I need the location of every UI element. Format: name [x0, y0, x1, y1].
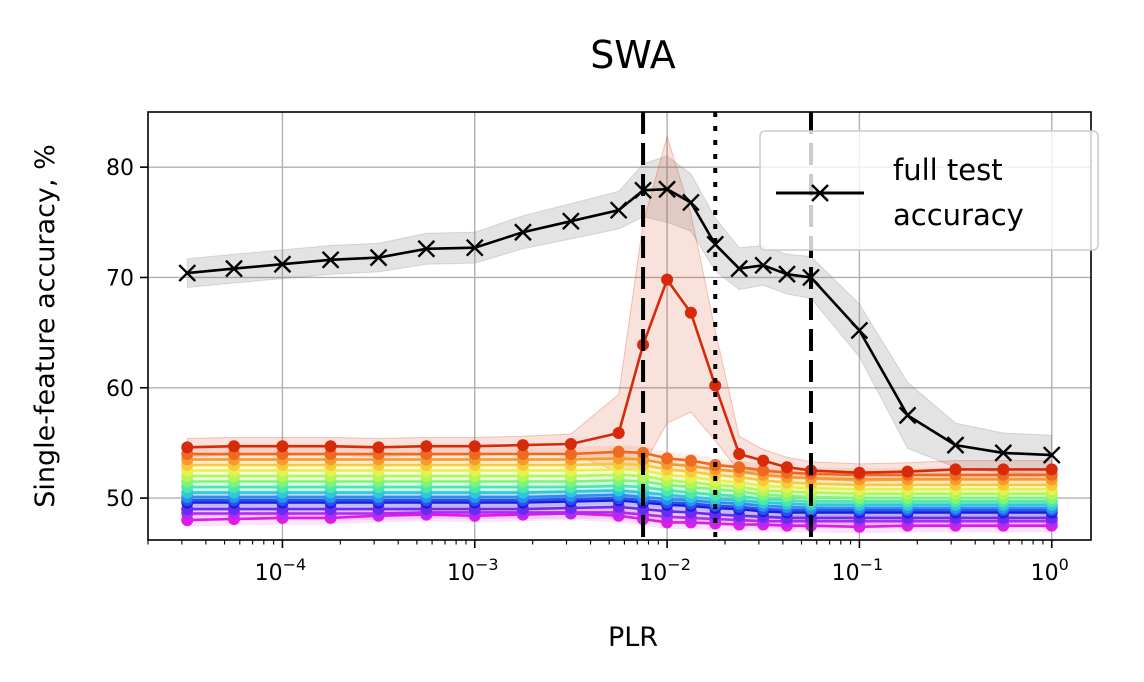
- point-1-20: [949, 463, 962, 476]
- point-x-0-7: [514, 223, 532, 242]
- x-tick-label-base-2: 10: [639, 561, 667, 586]
- point-2-15: [757, 464, 770, 477]
- point-1-7: [516, 439, 529, 452]
- x-axis-label: PLR: [608, 622, 658, 653]
- point-2-7: [516, 447, 529, 460]
- point-x-0-3: [321, 250, 340, 269]
- x-tick-label-base-1: 10: [447, 561, 475, 586]
- legend-label-line1: full test: [893, 153, 1003, 187]
- point-1-4: [372, 441, 385, 454]
- point-1-18: [853, 466, 866, 479]
- point-x-0-1: [225, 259, 243, 278]
- point-x-0-19: [898, 406, 917, 425]
- point-x-0-6: [465, 238, 484, 257]
- series-1: [181, 273, 1058, 479]
- point-x-0-11: [658, 180, 676, 199]
- point-1-12: [684, 306, 697, 319]
- point-x-0-12: [682, 193, 700, 212]
- point-1-11: [661, 273, 674, 286]
- x-tick-label-exp-2: −2: [667, 555, 691, 574]
- point-x-0-9: [609, 201, 628, 220]
- series-0: [178, 180, 1061, 464]
- x-tick-label-1: 10−3: [447, 555, 499, 586]
- series-2: [181, 445, 1058, 481]
- legend-marker-x: [811, 184, 829, 202]
- point-1-14: [733, 447, 746, 460]
- point-1-5: [420, 440, 433, 453]
- point-x-0-16: [778, 265, 796, 284]
- x-tick-label-2: 10−2: [639, 555, 691, 586]
- point-1-9: [612, 427, 625, 439]
- point-1-2: [276, 440, 289, 453]
- point-2-8: [564, 447, 577, 460]
- chart-title: SWA: [590, 33, 676, 77]
- point-1-1: [228, 440, 241, 453]
- point-1-16: [780, 461, 793, 474]
- point-2-14: [733, 461, 746, 474]
- point-x-0-20: [946, 436, 965, 454]
- point-x-0-14: [730, 259, 749, 278]
- point-x-0-22: [1042, 446, 1061, 464]
- legend: full test accuracy: [759, 130, 1099, 251]
- legend-label-line2: accuracy: [893, 198, 1024, 232]
- point-2-10: [637, 446, 650, 459]
- y-tick-label-3: 80: [106, 156, 134, 181]
- point-2-12: [684, 454, 697, 467]
- point-x-0-15: [754, 256, 773, 275]
- point-1-21: [997, 463, 1010, 476]
- x-tick-label-exp-4: 0: [1059, 555, 1069, 574]
- point-x-0-2: [273, 255, 292, 274]
- point-x-0-0: [178, 264, 197, 282]
- x-tick-label-exp-3: −1: [860, 555, 884, 574]
- point-x-0-5: [417, 239, 436, 258]
- point-x-0-21: [994, 444, 1013, 462]
- plot-frame: [147, 111, 1092, 541]
- x-tick-label-base-3: 10: [832, 561, 860, 586]
- point-x-0-18: [850, 321, 869, 340]
- y-axis-ticks: 50 60 70 80: [106, 156, 148, 512]
- x-tick-label-base-4: 10: [1031, 561, 1059, 586]
- point-x-0-8: [562, 212, 580, 231]
- point-x-0-13: [706, 235, 725, 254]
- point-2-9: [612, 445, 625, 458]
- point-1-6: [468, 440, 481, 453]
- point-1-15: [757, 454, 770, 467]
- x-tick-label-exp-1: −3: [475, 555, 499, 574]
- x-axis-ticks: 10−4 10−3 10−2 10−1 100: [147, 540, 1069, 586]
- y-tick-label-1: 60: [106, 377, 134, 402]
- x-tick-label-4: 100: [1031, 555, 1069, 586]
- y-tick-label-0: 50: [106, 487, 134, 512]
- y-tick-label-2: 70: [106, 266, 134, 291]
- point-1-0: [181, 441, 194, 454]
- x-tick-label-base-0: 10: [255, 561, 283, 586]
- x-tick-label-0: 10−4: [255, 555, 307, 586]
- y-axis-label: Single-feature accuracy, %: [30, 144, 61, 507]
- point-1-3: [324, 440, 337, 453]
- point-x-0-4: [369, 248, 388, 267]
- point-1-19: [901, 465, 914, 478]
- point-1-22: [1045, 463, 1058, 476]
- series-lines: [178, 180, 1061, 533]
- legend-box: [759, 130, 1099, 251]
- x-tick-label-exp-0: −4: [283, 555, 307, 574]
- point-2-11: [661, 452, 674, 465]
- point-1-8: [564, 438, 577, 451]
- x-tick-label-3: 10−1: [832, 555, 884, 586]
- point-1-13: [709, 379, 722, 392]
